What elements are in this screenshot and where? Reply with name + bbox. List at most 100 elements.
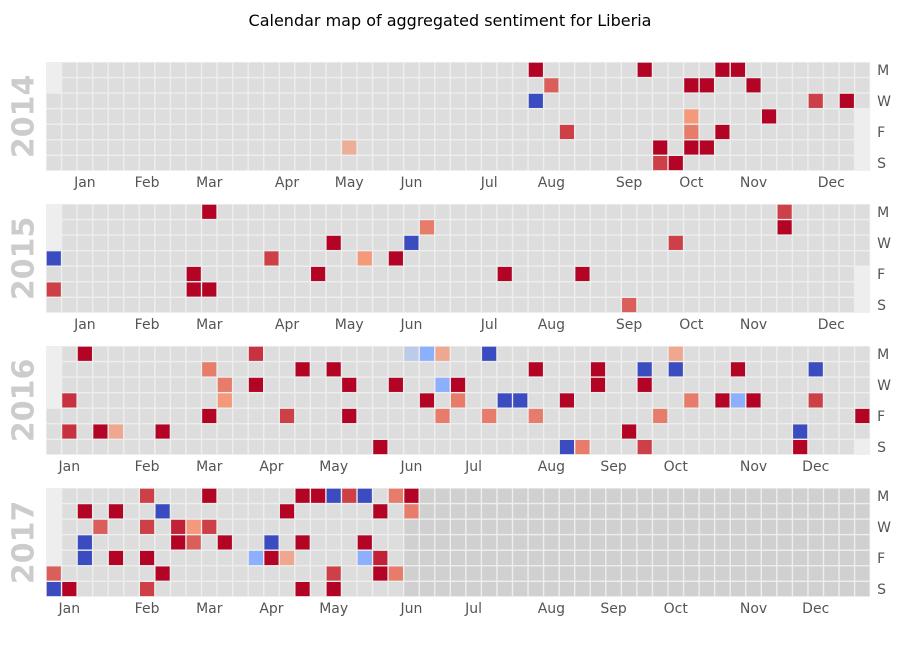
day-cell	[590, 550, 606, 566]
day-cell	[217, 266, 232, 282]
day-cell	[342, 62, 357, 77]
sentiment-cell	[264, 550, 279, 566]
day-cell	[653, 393, 668, 408]
day-cell	[762, 408, 777, 424]
day-cell	[653, 109, 668, 124]
day-cell	[435, 78, 450, 93]
day-cell	[590, 535, 606, 550]
day-cell	[730, 298, 746, 313]
day-cell	[202, 156, 217, 171]
day-cell	[793, 156, 808, 171]
day-cell	[466, 408, 481, 424]
day-cell	[419, 140, 435, 155]
day-cell	[684, 535, 699, 550]
day-cell	[342, 298, 357, 313]
day-cell	[653, 235, 668, 250]
day-cell	[793, 488, 808, 503]
day-cell	[762, 156, 777, 171]
day-cell	[606, 566, 621, 581]
day-cell	[124, 140, 139, 155]
day-cell	[622, 140, 637, 155]
day-cell	[357, 140, 372, 155]
day-cell	[528, 440, 543, 455]
sentiment-cell	[715, 124, 730, 140]
day-cell	[108, 124, 124, 140]
day-cell	[264, 566, 279, 581]
day-cell	[77, 424, 92, 439]
sentiment-cell	[108, 424, 124, 439]
day-cell	[497, 488, 512, 503]
day-cell	[824, 377, 839, 392]
day-cell	[528, 504, 543, 519]
day-cell	[108, 377, 124, 392]
day-cell	[217, 424, 232, 439]
day-cell	[357, 346, 372, 361]
day-cell	[326, 550, 341, 566]
day-cell	[295, 124, 310, 140]
day-cell	[528, 535, 543, 550]
day-cell	[466, 220, 481, 235]
day-cell	[715, 220, 730, 235]
day-cell	[497, 93, 512, 108]
sentiment-cell	[326, 362, 341, 377]
day-cell	[451, 550, 466, 566]
day-cell	[715, 362, 730, 377]
day-cell	[590, 78, 606, 93]
day-cell	[544, 62, 559, 77]
day-cell	[528, 582, 543, 597]
day-cell	[295, 93, 310, 108]
day-cell	[373, 282, 388, 297]
sentiment-cell	[559, 393, 574, 408]
day-cell	[186, 362, 201, 377]
day-cell	[746, 519, 761, 534]
day-cell	[171, 566, 186, 581]
day-cell	[622, 109, 637, 124]
day-cell	[559, 204, 574, 219]
day-cell	[482, 535, 497, 550]
day-cell	[62, 220, 77, 235]
day-cell	[482, 62, 497, 77]
day-cell	[77, 124, 92, 140]
day-cell	[653, 519, 668, 534]
day-cell	[466, 109, 481, 124]
day-cell	[77, 235, 92, 250]
sentiment-cell	[590, 377, 606, 392]
day-cell	[404, 550, 419, 566]
day-cell	[373, 140, 388, 155]
month-label: Jan	[73, 317, 96, 333]
day-cell	[342, 582, 357, 597]
day-cell	[186, 408, 201, 424]
month-label: Nov	[740, 175, 767, 191]
day-cell	[544, 251, 559, 266]
day-cell	[435, 582, 450, 597]
day-cell	[326, 251, 341, 266]
day-cell	[404, 424, 419, 439]
day-cell	[637, 156, 652, 171]
day-cell	[279, 377, 295, 392]
sentiment-cell	[295, 582, 310, 597]
day-cell	[793, 582, 808, 597]
month-label: Jan	[58, 459, 81, 475]
day-cell	[124, 93, 139, 108]
day-cell	[606, 140, 621, 155]
day-cell	[684, 424, 699, 439]
day-cell	[233, 504, 248, 519]
day-cell	[62, 78, 77, 93]
day-cell	[513, 362, 528, 377]
day-cell	[684, 220, 699, 235]
day-cell	[559, 156, 574, 171]
day-cell	[684, 346, 699, 361]
sentiment-cell	[373, 440, 388, 455]
day-cell	[544, 282, 559, 297]
day-cell	[171, 408, 186, 424]
month-label: Feb	[135, 175, 160, 191]
day-cell	[824, 282, 839, 297]
day-cell	[824, 424, 839, 439]
month-label: Dec	[818, 317, 845, 333]
day-cell	[202, 566, 217, 581]
day-cell	[730, 424, 746, 439]
day-cell	[93, 550, 108, 566]
day-cell	[202, 424, 217, 439]
